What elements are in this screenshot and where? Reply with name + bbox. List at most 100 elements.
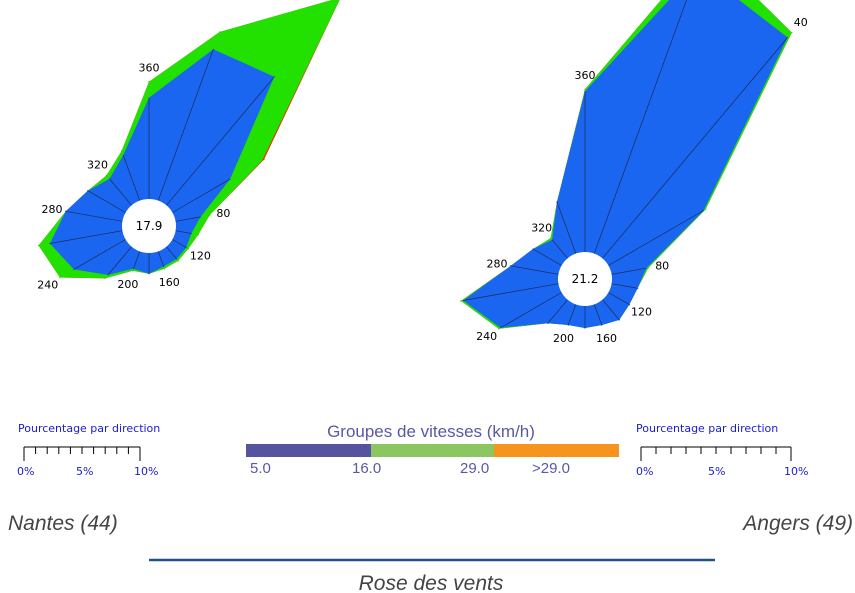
rose-point — [132, 270, 134, 272]
rose-spoke — [500, 292, 562, 329]
rose-spoke — [157, 49, 214, 201]
rose-point — [460, 300, 462, 302]
rose-point — [104, 277, 106, 279]
rose-point — [148, 81, 150, 83]
rose-spoke — [122, 155, 141, 201]
rose-spoke — [109, 178, 132, 206]
percent-scale-left: Pourcentage par direction 0% 5% 10% — [17, 422, 160, 478]
rose-spoke — [133, 251, 141, 269]
rose-spoke — [593, 0, 687, 254]
percent-scale-right: Pourcentage par direction 0% 5% 10% — [636, 422, 808, 478]
speed-legend: Groupes de vitesses (km/h) 5.0 16.0 29.0… — [246, 422, 619, 477]
rose-spoke — [593, 304, 603, 326]
scale-tick-label: 10% — [134, 465, 158, 478]
direction-label: 360 — [575, 69, 596, 82]
rose-point — [197, 234, 199, 236]
scale-tick-label: 0% — [636, 465, 653, 478]
direction-label: 160 — [159, 276, 180, 289]
rose-point — [177, 260, 179, 262]
rose-spoke — [73, 239, 126, 270]
rose-spoke — [175, 216, 201, 222]
rose-spoke — [175, 230, 192, 234]
scale-tick-label: 5% — [708, 465, 725, 478]
rose-spoke — [608, 210, 704, 266]
wind-rose-angers: 21.2 40 80 120 160 200 240 280 320 360 — [460, 0, 808, 345]
rose-point — [59, 276, 61, 279]
rose-center-circle — [558, 252, 612, 306]
rose-point — [647, 267, 650, 269]
direction-label: 320 — [87, 159, 108, 172]
rose-point — [38, 244, 40, 247]
rose-spoke — [49, 230, 123, 244]
rose-point — [498, 328, 500, 330]
direction-label: 120 — [190, 250, 211, 263]
legend-tick: 5.0 — [250, 460, 271, 477]
rose-point — [705, 208, 707, 210]
rose-spoke — [551, 239, 568, 259]
rose-spoke — [107, 246, 132, 276]
legend-tick: >29.0 — [532, 460, 570, 477]
rose-point — [121, 150, 123, 152]
direction-label: 280 — [42, 203, 63, 216]
direction-label: 240 — [37, 279, 58, 292]
scale-title: Pourcentage par direction — [18, 422, 160, 435]
rose-spoke — [602, 37, 788, 259]
scale-tick-label: 0% — [17, 465, 34, 478]
rose-point — [791, 31, 793, 34]
direction-label: 360 — [139, 62, 160, 75]
rose-spoke — [157, 251, 165, 267]
rose-spoke — [166, 246, 177, 260]
rose-point — [261, 160, 263, 162]
direction-label: 200 — [553, 332, 574, 345]
direction-label: 40 — [794, 16, 808, 29]
legend-title: Groupes de vitesses (km/h) — [327, 422, 535, 441]
direction-label: 280 — [487, 258, 508, 271]
rose-point — [263, 159, 265, 161]
direction-label: 200 — [117, 278, 138, 291]
rose-spoke — [87, 190, 126, 213]
direction-label: 240 — [476, 330, 497, 343]
rose-spoke — [602, 299, 620, 321]
rose-point — [219, 31, 221, 33]
rose-spoke — [611, 283, 638, 289]
rose-point — [550, 237, 552, 239]
wind-rose-nantes: 17.94080120160200240280320360 — [37, 0, 340, 292]
rose-spoke — [172, 178, 231, 213]
rose-point — [105, 174, 108, 176]
direction-label: 80 — [216, 207, 230, 220]
direction-label: 160 — [596, 332, 617, 345]
rose-center-value: 21.2 — [572, 272, 599, 286]
rose-spoke — [611, 267, 647, 275]
station-name-angers: Angers (49) — [741, 512, 853, 535]
direction-label: 320 — [531, 221, 552, 234]
rose-spoke — [463, 283, 559, 301]
rose-spoke — [567, 304, 577, 326]
rose-center-circle — [122, 199, 176, 253]
rose-point — [584, 88, 586, 90]
direction-label: 80 — [655, 259, 669, 272]
scale-title: Pourcentage par direction — [636, 422, 778, 435]
legend-color-band — [371, 444, 494, 457]
rose-spoke — [532, 248, 562, 266]
footer-title: Rose des vents — [359, 572, 504, 593]
rose-spoke — [166, 76, 275, 206]
legend-color-band — [494, 444, 619, 457]
rose-spoke — [510, 265, 559, 275]
scale-tick-label: 10% — [784, 465, 808, 478]
rose-spoke — [556, 201, 577, 254]
legend-color-band — [246, 444, 371, 457]
rose-point — [163, 268, 166, 270]
direction-label: 120 — [631, 306, 652, 319]
rose-series-area-5.0-16.0 — [463, 0, 788, 328]
station-name-nantes: Nantes (44) — [8, 512, 118, 535]
rose-point — [209, 214, 211, 216]
rose-spoke — [65, 210, 123, 222]
rose-point — [187, 248, 189, 250]
legend-tick: 16.0 — [352, 460, 381, 477]
rose-spoke — [547, 299, 568, 324]
rose-spoke — [172, 239, 187, 248]
rose-center-value: 17.9 — [136, 219, 163, 233]
rose-spoke — [608, 292, 630, 305]
legend-tick: 29.0 — [460, 460, 489, 477]
